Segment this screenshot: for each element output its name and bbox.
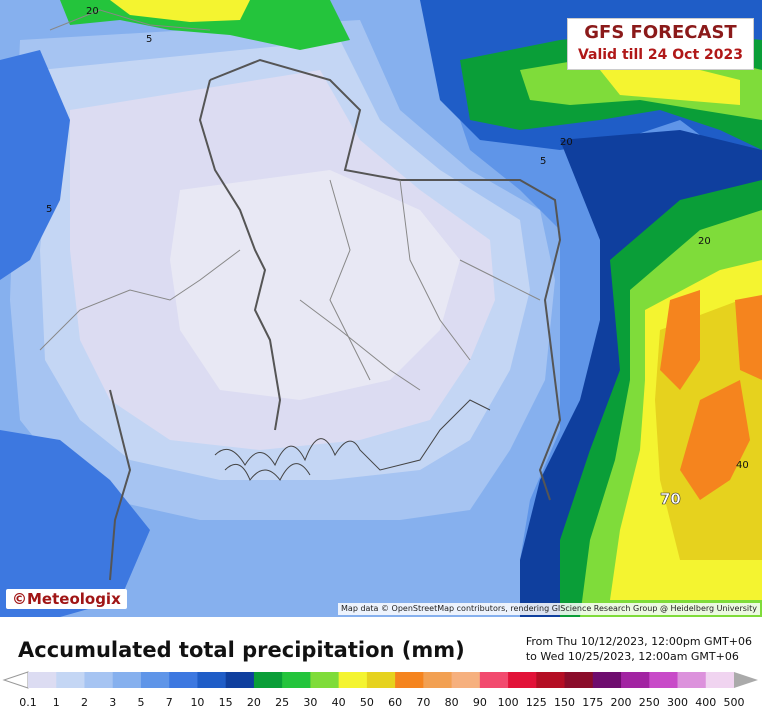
contour-label: 20: [698, 236, 711, 247]
legend-swatch: [253, 672, 283, 688]
east-orange-3: [735, 295, 762, 380]
meteologix-logo[interactable]: ©Meteologix: [6, 589, 127, 609]
state-borders: [39, 9, 541, 391]
legend-tick-label: 70: [416, 696, 430, 709]
legend-swatch: [536, 672, 566, 688]
contour-label-major: 70: [660, 490, 681, 508]
legend-swatch: [169, 672, 198, 688]
northeast-yellow: [600, 65, 740, 105]
legend-swatch: [592, 672, 622, 688]
contour-label: 40: [736, 460, 749, 471]
forecast-title: GFS FORECAST: [584, 22, 737, 43]
contour-label: 5: [146, 34, 152, 45]
legend-tick-label: 40: [332, 696, 346, 709]
legend-swatch: [310, 672, 340, 688]
legend-tick-label: 1: [53, 696, 60, 709]
legend-tick-label: 125: [526, 696, 547, 709]
north-yellow: [110, 0, 250, 22]
legend-tick-label: 25: [275, 696, 289, 709]
west-patch: [0, 50, 70, 280]
legend-swatch: [197, 672, 227, 688]
region-core: [170, 170, 460, 400]
legend-swatch: [338, 672, 368, 688]
legend-swatch: [451, 672, 481, 688]
delta-coastline: [214, 399, 491, 482]
map-svg: 20 5 5 20 5 20 40 70: [0, 0, 762, 617]
legend-swatch: [705, 672, 735, 688]
forecast-valid-date: Valid till 24 Oct 2023: [577, 47, 743, 63]
legend-tick-label: 30: [303, 696, 317, 709]
legend-arrow-low: [2, 671, 29, 689]
legend-tick-label: 20: [247, 696, 261, 709]
forecast-period: From Thu 10/12/2023, 12:00pm GMT+06 to W…: [526, 634, 752, 664]
legend-tick-label: 200: [611, 696, 632, 709]
legend-tick-label: 0.1: [19, 696, 37, 709]
legend-tick-label: 5: [137, 696, 144, 709]
legend-tick-label: 60: [388, 696, 402, 709]
southwest-patch: [0, 430, 150, 617]
legend-tick-label: 500: [724, 696, 745, 709]
legend-swatch: [564, 672, 594, 688]
legend-tick-label: 10: [190, 696, 204, 709]
legend-arrow-high: [734, 672, 758, 688]
legend-swatch: [28, 672, 57, 688]
east-orange-2: [680, 380, 750, 500]
legend-title: Accumulated total precipitation (mm): [18, 638, 465, 662]
legend-swatch: [508, 672, 537, 688]
legend-swatch: [56, 672, 85, 688]
legend-color-bar: 0.1 1 2 3 5 7 10 15 20 25 30 40 50 60 70 80 90 100 125 150 1…: [2, 671, 758, 709]
legend-swatch: [140, 672, 170, 688]
forecast-title-box: GFS FORECAST Valid till 24 Oct 2023: [566, 18, 754, 70]
legend-tick-label: 300: [667, 696, 688, 709]
legend-tick-label: 3: [109, 696, 116, 709]
legend-tick-label: 150: [554, 696, 575, 709]
legend-tick-label: 15: [219, 696, 233, 709]
map-attribution: Map data © OpenStreetMap contributors, r…: [338, 603, 760, 615]
contour-label: 5: [46, 204, 52, 215]
legend-tick-label: 250: [639, 696, 660, 709]
legend-swatch: [84, 672, 114, 688]
legend-swatch: [649, 672, 679, 688]
legend-swatch: [112, 672, 142, 688]
legend-swatch: [225, 672, 255, 688]
east-orange-1: [660, 290, 700, 390]
period-from: From Thu 10/12/2023, 12:00pm GMT+06: [525, 635, 752, 648]
legend-tick-label: 2: [81, 696, 88, 709]
legend-swatch: [282, 672, 311, 688]
contour-label: 20: [560, 137, 573, 148]
contour-label: 20: [86, 6, 99, 17]
precipitation-map[interactable]: 20 5 5 20 5 20 40 70 GFS FORECAST Valid …: [0, 0, 762, 617]
legend-tick-label: 50: [360, 696, 374, 709]
legend-swatch: [479, 672, 509, 688]
legend-tick-label: 175: [582, 696, 603, 709]
legend-swatch: [395, 672, 424, 688]
legend-tick-label: 90: [473, 696, 487, 709]
legend-swatch: [621, 672, 650, 688]
legend-tick-label: 100: [498, 696, 519, 709]
legend-tick-label: 400: [695, 696, 716, 709]
legend-tick-label: 7: [166, 696, 173, 709]
legend-swatch: [366, 672, 396, 688]
period-to: to Wed 10/25/2023, 12:00am GMT+06: [525, 650, 739, 663]
legend-swatch: [423, 672, 453, 688]
contour-label: 5: [540, 156, 546, 167]
legend-tick-label: 80: [445, 696, 459, 709]
country-borders: [109, 58, 562, 581]
legend-swatch: [677, 672, 707, 688]
